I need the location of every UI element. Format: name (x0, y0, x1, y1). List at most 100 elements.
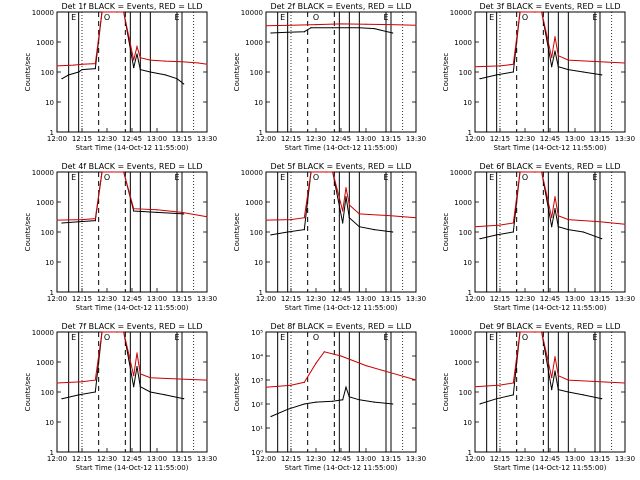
events-point (567, 229, 569, 231)
events-point (303, 229, 305, 231)
events-point (373, 229, 375, 231)
events-point (582, 394, 584, 396)
events-point (156, 211, 158, 214)
x-axis-label: Start Time (14-Oct-12 11:55:00) (285, 304, 398, 312)
lld-point (81, 63, 83, 65)
series-events-line (479, 171, 602, 240)
lld-point (206, 216, 208, 218)
lld-point (265, 25, 267, 27)
marker-label: O (522, 173, 528, 182)
x-axis-label: Start Time (14-Oct-12 11:55:00) (285, 464, 398, 472)
x-tick-label: 12:00 (47, 295, 67, 303)
marker-label: O (104, 13, 110, 22)
x-tick-label: 13:15 (172, 295, 192, 303)
events-point (315, 401, 317, 403)
lld-point (123, 11, 125, 13)
marker-label: O (522, 333, 528, 342)
marker-label: E (489, 333, 494, 342)
x-tick-label: 12:15 (281, 135, 301, 143)
x-tick-label: 13:30 (197, 455, 217, 463)
x-tick-label: 13:00 (565, 135, 585, 143)
lld-point (56, 65, 58, 67)
y-axis-label: Counts/sec (233, 213, 241, 252)
lld-point (290, 24, 292, 26)
events-point (139, 69, 141, 71)
lld-point (94, 379, 96, 381)
y-tick-label: 10 (463, 259, 472, 267)
events-point (183, 398, 185, 400)
y-tick-label: 10000 (450, 9, 472, 17)
marker-label: E (489, 173, 494, 182)
y-tick-label: 10⁵ (251, 329, 263, 337)
x-tick-label: 12:00 (465, 455, 485, 463)
x-tick-label: 12:15 (72, 135, 92, 143)
x-tick-label: 12:45 (540, 135, 560, 143)
x-tick-label: 12:45 (540, 455, 560, 463)
x-tick-label: 12:30 (97, 455, 117, 463)
x-tick-label: 13:15 (381, 135, 401, 143)
plot-frame (265, 11, 417, 133)
events-point (164, 394, 166, 396)
events-point (345, 386, 347, 388)
marker-label: O (313, 333, 319, 342)
series-lld-line (265, 351, 417, 388)
events-point (61, 222, 63, 224)
lld-point (342, 210, 344, 212)
y-tick-label: 10¹ (251, 425, 263, 433)
lld-point (81, 218, 83, 221)
y-tick-label: 1000 (36, 199, 54, 207)
lld-point (551, 377, 553, 379)
x-tick-label: 12:15 (490, 455, 510, 463)
x-tick-label: 13:15 (590, 455, 610, 463)
lld-point (554, 196, 556, 198)
lld-point (303, 217, 305, 219)
lld-point (599, 61, 601, 63)
panel-det6: Det 6f BLACK = Events, RED = LLD E O E 1 10 10… (442, 162, 635, 312)
events-point (479, 238, 481, 240)
y-tick-label: 10 (45, 419, 54, 427)
x-tick-label: 13:15 (172, 135, 192, 143)
events-point (332, 400, 334, 402)
marker-label: E (592, 13, 597, 22)
marker-label: E (174, 173, 179, 182)
events-point (68, 74, 70, 76)
x-tick-label: 13:15 (381, 295, 401, 303)
y-axis-label: Counts/sec (442, 373, 450, 412)
events-point (342, 399, 344, 401)
y-tick-label: 1 (50, 289, 54, 297)
y-tick-label: 10² (251, 401, 263, 409)
marker-label: E (489, 13, 494, 22)
lld-point (415, 379, 417, 381)
y-tick-label: 100 (41, 69, 54, 77)
plot-frame (56, 331, 208, 453)
events-point (149, 391, 151, 393)
y-tick-label: 10 (254, 259, 263, 267)
lld-point (265, 386, 267, 388)
lld-point (474, 226, 476, 228)
lld-point (499, 384, 501, 386)
lld-point (519, 331, 521, 333)
panel-det7: Det 7f BLACK = Events, RED = LLD E O E 1 10 10… (24, 322, 217, 472)
x-tick-label: 12:45 (122, 135, 142, 143)
panel-det2: Det 2f BLACK = Events, RED = LLD E O E 1 10 10… (233, 2, 426, 152)
lld-point (557, 215, 559, 217)
panel-det4: Det 4f BLACK = Events, RED = LLD E O E 1 10 10… (24, 162, 217, 312)
plot-frame (474, 171, 626, 293)
events-point (342, 222, 344, 224)
lld-point (310, 171, 312, 173)
x-tick-label: 12:15 (490, 295, 510, 303)
lld-point (123, 171, 125, 173)
events-point (149, 71, 151, 73)
y-axis-label: Counts/sec (233, 373, 241, 412)
lld-point (567, 379, 569, 381)
events-point (139, 386, 141, 388)
events-point (303, 403, 305, 405)
y-tick-label: 1 (259, 129, 263, 137)
y-tick-label: 10 (463, 99, 472, 107)
x-tick-label: 12:15 (281, 295, 301, 303)
y-tick-label: 10000 (32, 9, 54, 17)
x-tick-label: 13:30 (615, 455, 635, 463)
y-tick-label: 1 (259, 289, 263, 297)
plot-frame (474, 331, 626, 453)
lld-point (340, 355, 342, 357)
